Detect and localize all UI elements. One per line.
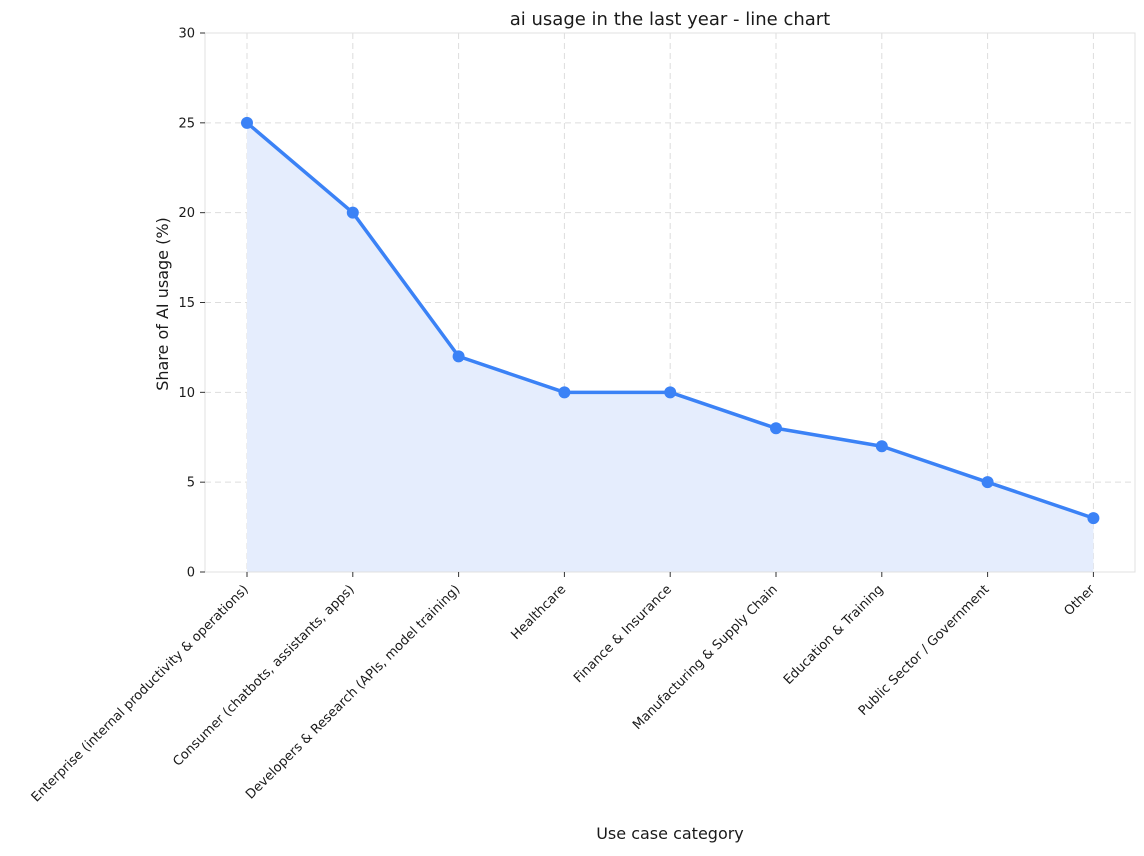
y-axis-ticks: 0 5 10 15 20 25 30	[178, 27, 205, 581]
y-tick-label: 15	[178, 296, 195, 311]
area-fill-layer	[247, 122, 1094, 572]
y-tick-label: 30	[178, 27, 195, 42]
y-axis-label: Share of AI usage (%)	[153, 217, 172, 391]
y-tick-label: 5	[187, 476, 195, 491]
x-axis-label: Use case category	[596, 824, 744, 843]
data-point	[875, 440, 888, 453]
x-axis-ticks: Enterprise (internal productivity & oper…	[29, 572, 1099, 805]
data-point	[770, 422, 782, 435]
x-tick-label: Consumer (chatbots, assistants, apps)	[170, 582, 357, 769]
x-tick-label: Enterprise (internal productivity & oper…	[29, 582, 252, 805]
data-point	[664, 386, 677, 399]
y-tick-label: 25	[178, 116, 195, 131]
data-point	[1087, 512, 1100, 525]
data-point	[452, 350, 465, 363]
data-point	[981, 476, 994, 489]
data-point	[558, 386, 571, 399]
x-tick-label: Other	[1062, 582, 1099, 619]
x-tick-label: Healthcare	[509, 582, 570, 643]
x-tick-label: Education & Training	[781, 582, 887, 688]
data-point	[241, 116, 253, 129]
x-tick-label: Developers & Research (APIs, model train…	[243, 582, 463, 802]
x-tick-label: Finance & Insurance	[571, 582, 675, 686]
chart-title: ai usage in the last year - line chart	[510, 9, 830, 30]
y-tick-label: 0	[187, 566, 195, 581]
y-tick-label: 20	[178, 206, 195, 221]
y-tick-label: 10	[178, 386, 195, 401]
data-points	[241, 116, 1100, 525]
data-point	[346, 206, 359, 219]
area-fill	[247, 122, 1094, 572]
